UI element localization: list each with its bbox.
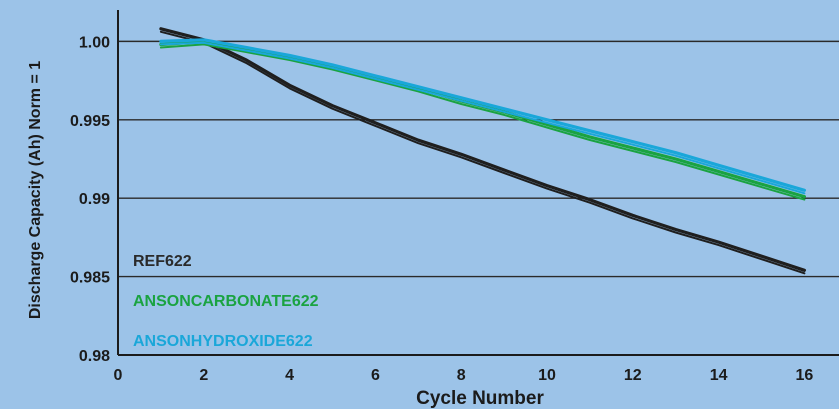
x-tick-label: 14 — [710, 367, 728, 384]
axes — [117, 10, 839, 356]
series-line-ansonhydroxide622 — [159, 38, 807, 192]
legend-item-ansonhydroxide622: ANSONHYDROXIDE622 — [133, 333, 313, 350]
legend-item-ref622: REF622 — [133, 253, 192, 270]
x-tick-label: 8 — [457, 367, 466, 384]
tick-labels: 1.00 0.995 0.99 0.985 0.980 2 4 6 8 10 12 14 16 — [70, 34, 813, 384]
x-tick-label: 16 — [795, 367, 813, 384]
series-line-trace-ansoncarbonate622 — [159, 43, 806, 201]
legend-item-ansoncarbonate622: ANSONCARBONATE622 — [133, 293, 319, 310]
legend: REF622 ANSONCARBONATE622 ANSONHYDROXIDE622 — [133, 253, 319, 350]
y-axis-title: Discharge Capacity (Ah) Norm = 1 — [27, 61, 44, 319]
series-line-ref622 — [159, 27, 807, 272]
series-line-trace-ref622 — [159, 30, 806, 275]
x-tick-label: 6 — [371, 367, 380, 384]
x-tick-label: 0 — [114, 367, 123, 384]
x-tick-label: 12 — [624, 367, 642, 384]
y-tick-label: 0.995 — [70, 113, 110, 130]
y-tick-label: 0.985 — [70, 270, 110, 287]
x-tick-label: 2 — [199, 367, 208, 384]
series-lines — [159, 27, 807, 275]
x-axis-title: Cycle Number — [416, 388, 544, 409]
y-tick-label: 1.00 — [79, 34, 110, 51]
series-line-trace-ansonhydroxide622 — [159, 41, 806, 195]
y-tick-label: 0.98 — [79, 348, 110, 365]
x-tick-label: 10 — [538, 367, 556, 384]
y-tick-label: 0.99 — [79, 191, 110, 208]
x-tick-label: 4 — [285, 367, 294, 384]
